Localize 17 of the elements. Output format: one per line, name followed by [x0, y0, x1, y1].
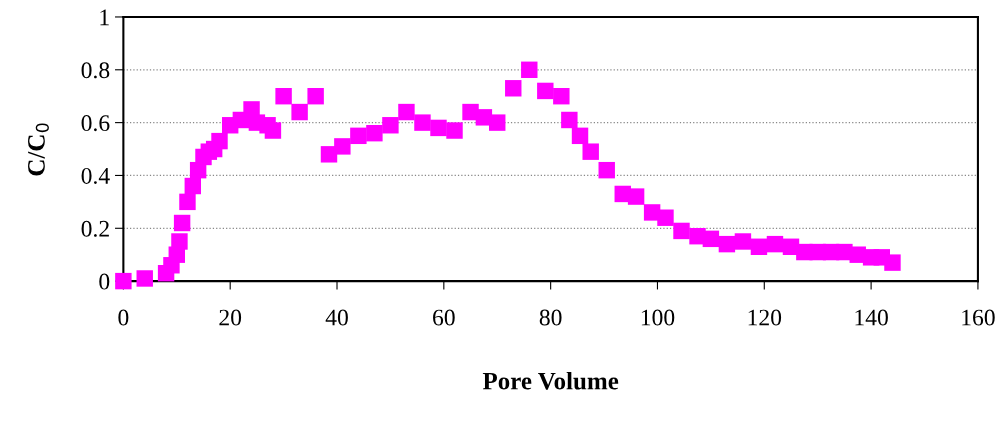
x-tick-label: 60 [433, 309, 455, 326]
y-tick-label: 0.2 [81, 220, 109, 237]
y-tick-label: 0.6 [81, 115, 110, 132]
y-axis-title: C/C$_{0}$ [28, 123, 49, 176]
x-axis-title: Pore Volume [482, 371, 619, 390]
x-tick-label: 120 [748, 309, 782, 326]
x-tick-label: 0 [118, 309, 129, 326]
y-tick-label: 0.8 [81, 62, 110, 79]
x-tick-label: 100 [641, 309, 675, 326]
y-tick-label: 1 [100, 9, 109, 26]
y-tick-label: 0.4 [81, 167, 110, 184]
x-tick-label: 160 [962, 309, 995, 326]
x-tick-label: 40 [325, 309, 348, 326]
y-tick-label: 0 [99, 273, 110, 290]
x-tick-label: 20 [219, 309, 242, 326]
x-tick-label: 80 [539, 309, 562, 326]
x-tick-label: 140 [855, 309, 888, 326]
